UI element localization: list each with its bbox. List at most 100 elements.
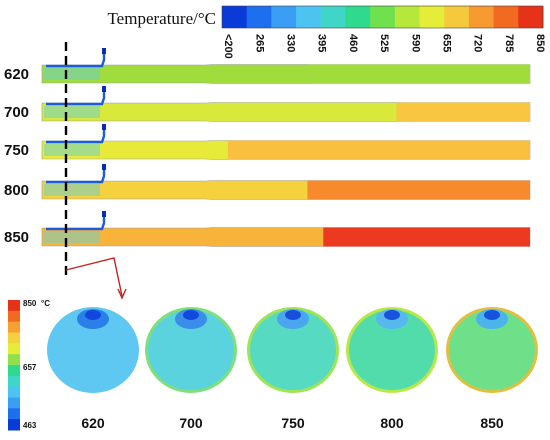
pipe-hot-zone xyxy=(307,180,530,200)
top-scale-band xyxy=(320,6,346,28)
row-label: 850 xyxy=(4,229,29,246)
top-scale-band xyxy=(394,6,421,28)
pipe-row: 700 xyxy=(4,86,531,122)
top-scale-band xyxy=(345,6,371,28)
pipe-inlet-zone xyxy=(44,144,100,156)
pipe-row: 750 xyxy=(4,124,531,160)
injector-tip xyxy=(102,48,106,54)
cross-section-core-center xyxy=(85,310,101,320)
row-label: 700 xyxy=(4,104,29,121)
top-scale-band xyxy=(222,6,248,28)
cross-section-body xyxy=(250,310,336,390)
top-scale-band xyxy=(370,6,396,28)
pipe-inlet-zone xyxy=(44,184,100,196)
cross-section-label: 700 xyxy=(179,415,203,431)
side-scale-unit: °C xyxy=(41,299,50,308)
cross-section-label: 620 xyxy=(81,415,105,431)
side-scale-band xyxy=(8,354,20,366)
pipe-hot-zone xyxy=(227,140,530,160)
side-scale-bottom-label: 463 xyxy=(23,421,37,430)
cross-section-core-center xyxy=(384,310,400,320)
cross-section-body xyxy=(50,310,136,390)
figure-title: Temperature/°C xyxy=(107,9,216,28)
injector-tip xyxy=(102,211,106,217)
injector-nozzle xyxy=(46,52,106,68)
pipe-row: 850 xyxy=(4,211,531,247)
cross-section-body xyxy=(449,310,535,390)
side-scale-band xyxy=(8,310,20,323)
side-scale-band xyxy=(8,386,20,398)
cross-section: 800 xyxy=(346,307,438,431)
cross-section-core-center xyxy=(183,310,199,320)
side-scale-band xyxy=(8,300,20,312)
top-scale-tick-label: 265 xyxy=(253,34,265,52)
top-scale-tick-label: <200 xyxy=(222,34,234,59)
side-scale-band xyxy=(8,332,20,344)
cross-section-body xyxy=(349,310,435,390)
top-scale-band xyxy=(271,6,297,28)
pipe-inlet-zone xyxy=(44,68,100,80)
top-scale-band xyxy=(518,6,544,28)
pipe-inlet-zone xyxy=(44,231,100,243)
injector-nozzle xyxy=(46,215,106,231)
row-label: 620 xyxy=(4,66,29,83)
top-scale-tick-label: 785 xyxy=(503,34,515,52)
side-scale-top-label: 850 xyxy=(23,299,37,308)
side-scale-band xyxy=(8,321,20,333)
cross-section-core-center xyxy=(285,310,301,320)
cross-section-label: 850 xyxy=(480,415,504,431)
injector-nozzle xyxy=(46,90,106,106)
top-scale-ticks: <200 265 330 395 460 525 590 655 720 785 850 xyxy=(222,34,546,59)
cross-section: 620 xyxy=(47,307,139,431)
pipe-hot-zone xyxy=(323,227,530,247)
side-scale-band xyxy=(8,375,20,388)
injector-tip xyxy=(102,124,106,130)
top-scale-tick-label: 720 xyxy=(472,34,484,52)
top-scale-tick-label: 590 xyxy=(409,34,421,52)
side-scale-band xyxy=(8,408,20,420)
cross-sections: 620 700 750 800 850 xyxy=(47,307,538,431)
cross-section: 700 xyxy=(145,307,237,431)
top-scale-tick-label: 395 xyxy=(316,34,328,52)
pipe-hot-zone xyxy=(307,64,530,84)
side-color-scale xyxy=(8,300,20,431)
top-scale-tick-label: 850 xyxy=(534,34,546,52)
top-scale-tick-label: 655 xyxy=(440,34,452,52)
injector-nozzle xyxy=(46,128,106,144)
pointer-arrow xyxy=(65,257,123,297)
cross-section-label: 750 xyxy=(281,415,305,431)
pointer-arrowhead xyxy=(117,288,127,300)
cross-section-label: 800 xyxy=(380,415,404,431)
cross-section: 850 xyxy=(446,307,538,431)
pipe-hot-zone xyxy=(396,102,530,122)
injector-nozzle xyxy=(46,168,106,184)
top-scale-band xyxy=(246,6,272,28)
pipe-row: 800 xyxy=(4,164,531,200)
top-scale-tick-label: 330 xyxy=(284,34,296,52)
injector-tip xyxy=(102,164,106,170)
top-scale-band xyxy=(493,6,519,28)
top-scale-band xyxy=(419,6,445,28)
cross-section-body xyxy=(148,310,234,390)
cross-section-core-center xyxy=(484,310,500,320)
pipe-rows: 620 700 750 800 850 xyxy=(4,48,531,247)
side-scale-band xyxy=(8,419,20,431)
injector-tip xyxy=(102,86,106,92)
top-scale-tick-label: 460 xyxy=(347,34,359,52)
top-scale-tick-label: 525 xyxy=(378,34,390,52)
top-scale-frame xyxy=(221,5,544,29)
side-scale-mid-label: 657 xyxy=(23,363,37,372)
cross-section: 750 xyxy=(247,307,339,431)
pipe-row: 620 xyxy=(4,48,531,84)
top-scale-band xyxy=(296,6,322,28)
row-label: 800 xyxy=(4,182,29,199)
pipe-inlet-zone xyxy=(44,106,100,118)
top-scale-band xyxy=(468,6,495,28)
side-scale-band xyxy=(8,343,20,355)
row-label: 750 xyxy=(4,142,29,159)
top-color-scale xyxy=(221,5,544,29)
side-scale-band xyxy=(8,365,20,377)
side-scale-band xyxy=(8,397,20,409)
top-scale-band xyxy=(444,6,470,28)
